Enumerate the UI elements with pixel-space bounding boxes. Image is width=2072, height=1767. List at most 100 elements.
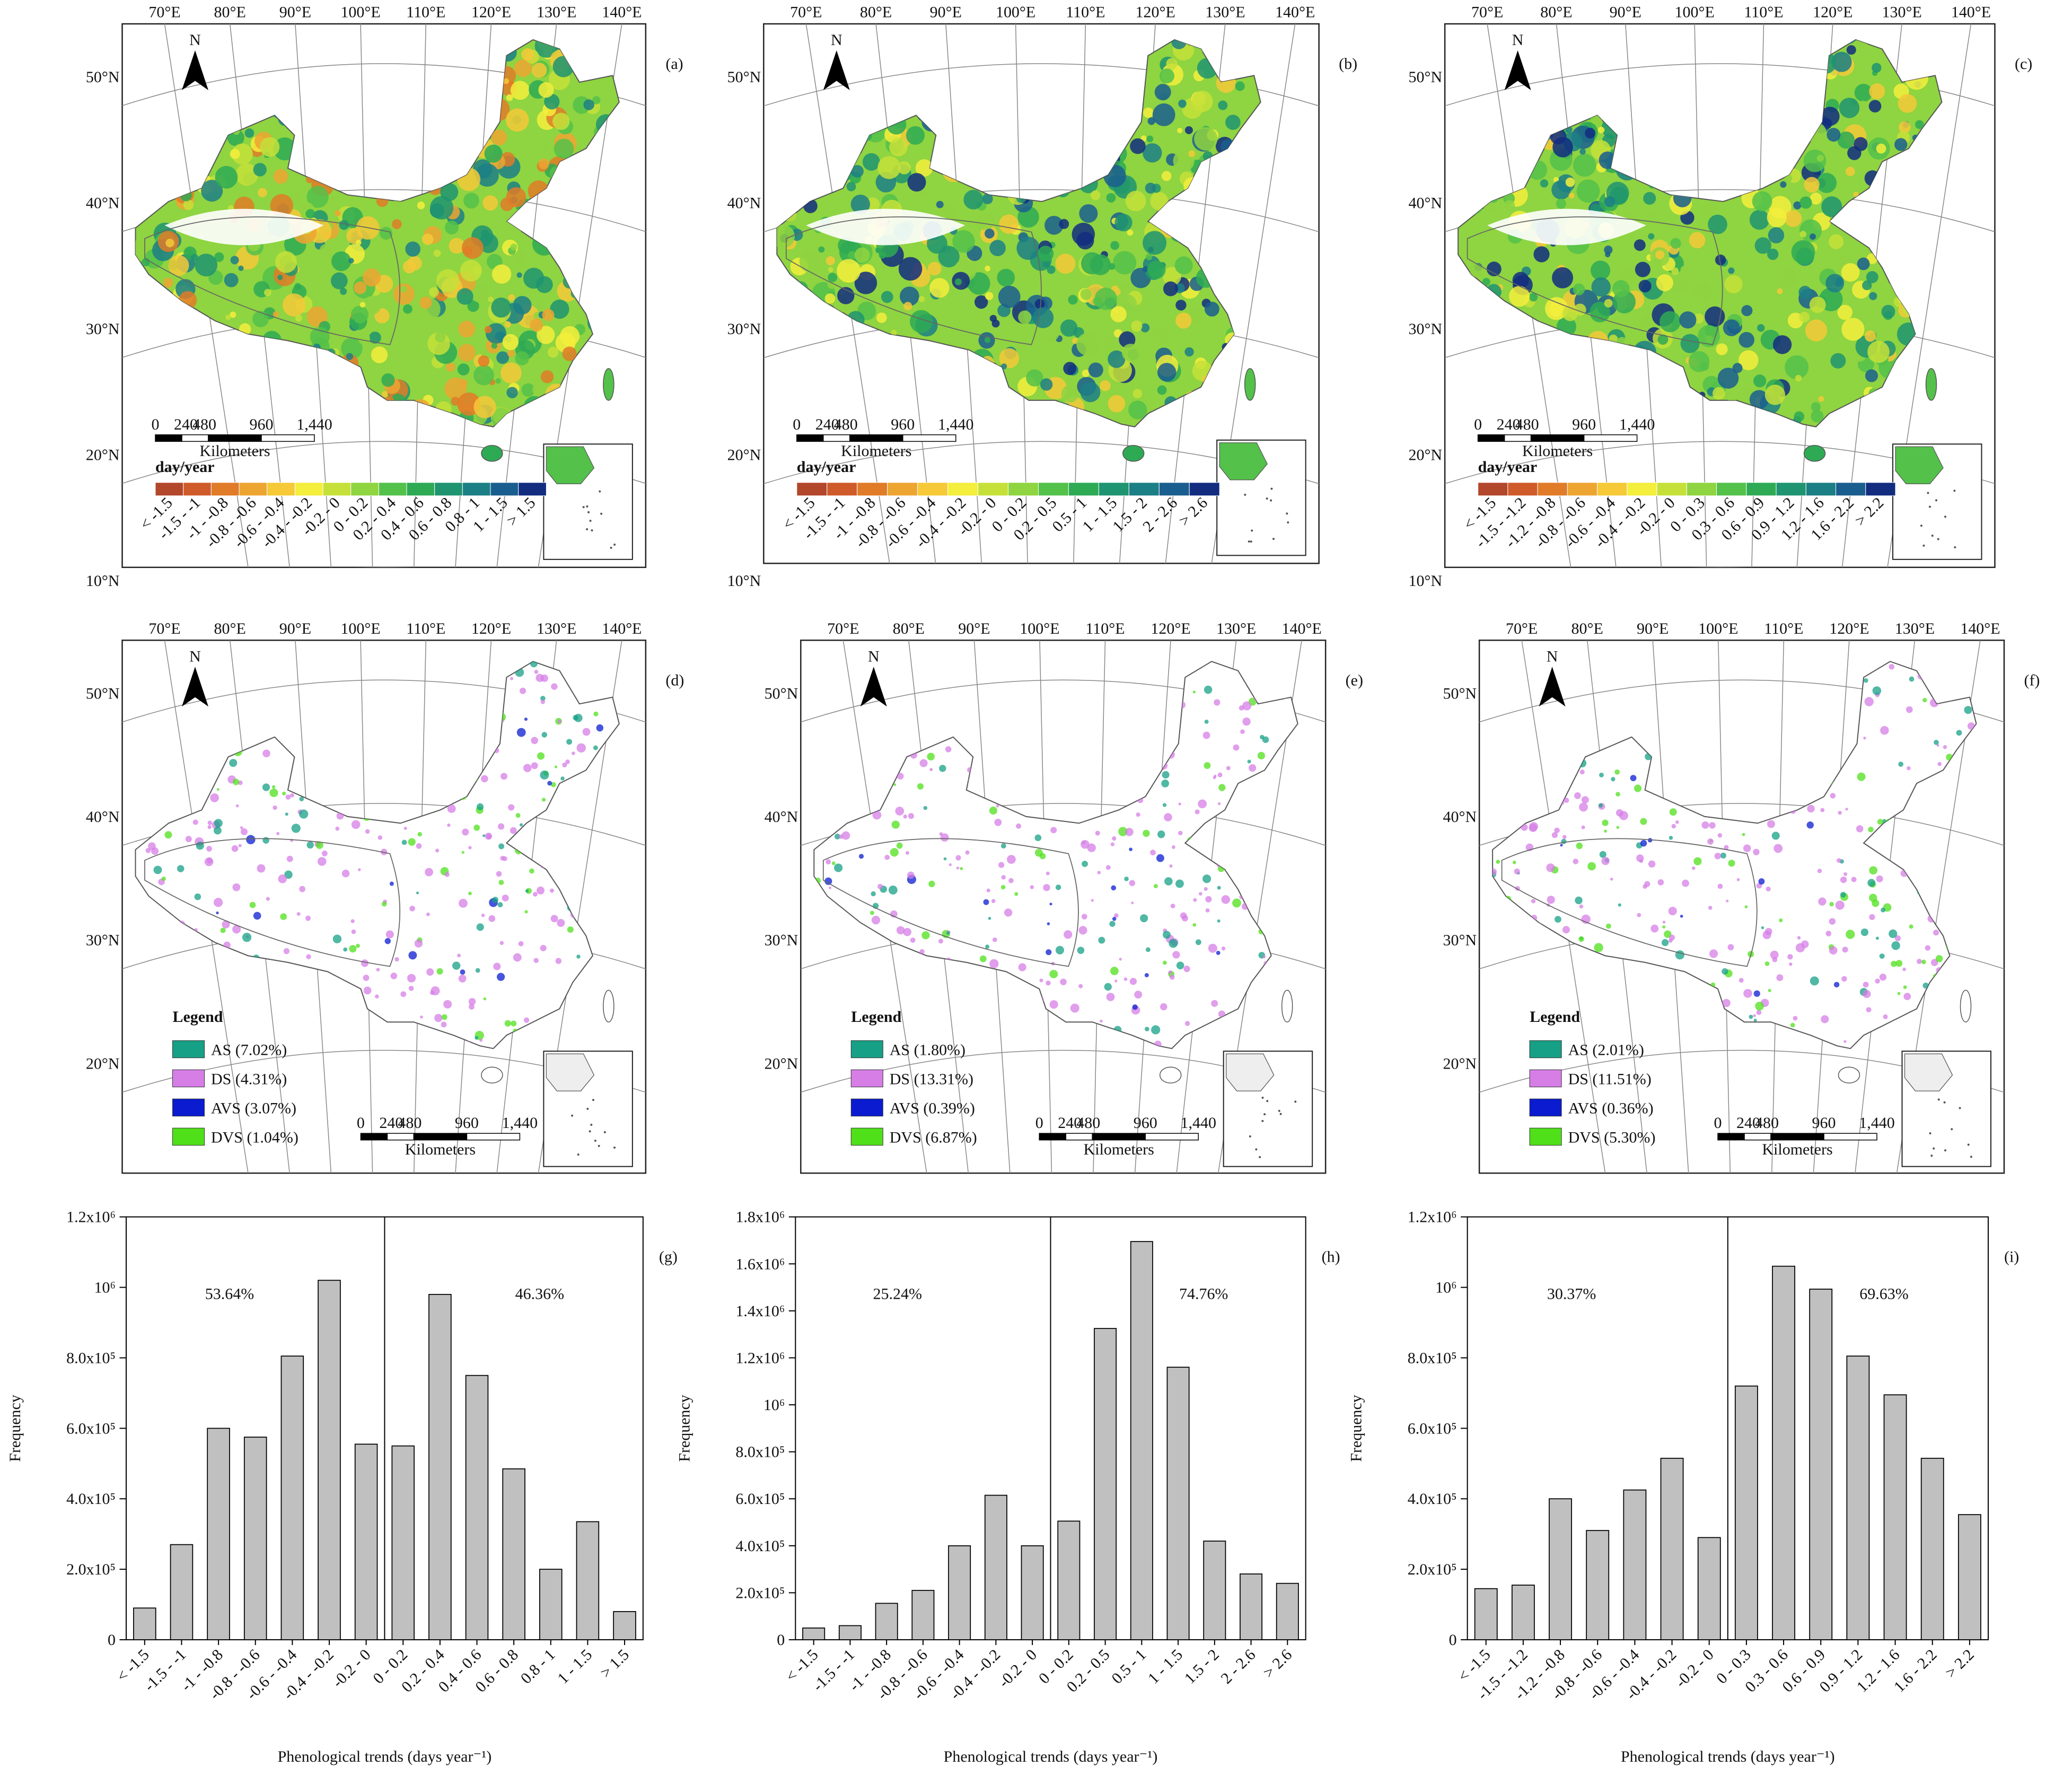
texture-dot xyxy=(1170,903,1175,908)
texture-dot xyxy=(1216,950,1221,955)
texture-dot xyxy=(1114,979,1118,983)
texture-blob xyxy=(1612,280,1630,298)
inset-island xyxy=(610,546,612,549)
texture-dot xyxy=(513,953,522,962)
texture-dot xyxy=(566,739,573,745)
texture-dot xyxy=(1881,907,1886,913)
texture-blob xyxy=(232,143,253,165)
texture-dot xyxy=(1156,854,1164,862)
texture-dot xyxy=(1512,860,1516,864)
texture-blob xyxy=(1106,193,1116,203)
texture-dot xyxy=(989,959,999,969)
north-label: N xyxy=(189,31,201,49)
texture-dot xyxy=(540,770,549,780)
inset-island xyxy=(1270,499,1272,502)
inset-island xyxy=(613,1146,616,1149)
texture-blob xyxy=(1154,84,1171,101)
texture-blob xyxy=(244,128,254,138)
texture-dot xyxy=(280,913,287,920)
lon-label: 120°E xyxy=(1829,620,1869,637)
texture-blob xyxy=(1864,330,1876,342)
texture-dot xyxy=(1693,857,1702,865)
texture-blob xyxy=(547,346,559,358)
texture-dot xyxy=(1547,896,1555,904)
texture-blob xyxy=(824,293,836,304)
texture-dot xyxy=(299,809,309,819)
texture-dot xyxy=(1575,896,1583,905)
texture-dot xyxy=(1836,858,1841,863)
texture-blob xyxy=(1825,274,1845,293)
texture-dot xyxy=(884,854,890,860)
texture-dot xyxy=(893,783,897,786)
texture-dot xyxy=(1162,771,1170,779)
legend-swatch xyxy=(267,482,295,496)
texture-blob xyxy=(436,269,460,292)
texture-dot xyxy=(1169,939,1178,948)
texture-dot xyxy=(306,841,314,849)
texture-dot xyxy=(262,783,270,791)
bar xyxy=(1057,1520,1081,1640)
lon-label: 70°E xyxy=(1506,620,1538,637)
texture-blob xyxy=(1872,63,1882,73)
texture-dot xyxy=(1198,891,1202,896)
texture-blob xyxy=(277,274,283,281)
texture-dot xyxy=(447,823,451,827)
texture-dot xyxy=(1922,697,1927,703)
y-tick-label: 4.0x10⁵ xyxy=(735,1537,785,1555)
texture-dot xyxy=(1810,976,1819,986)
texture-blob xyxy=(460,379,468,387)
texture-blob xyxy=(1218,100,1228,110)
texture-dot xyxy=(444,872,450,877)
texture-blob xyxy=(898,161,911,174)
texture-dot xyxy=(321,850,328,856)
lon-label: 130°E xyxy=(537,620,576,637)
texture-dot xyxy=(1742,833,1745,836)
panel-label: (d) xyxy=(665,671,684,689)
texture-dot xyxy=(956,867,960,870)
texture-blob xyxy=(1655,250,1665,259)
texture-dot xyxy=(1046,871,1050,876)
bar xyxy=(984,1494,1007,1640)
texture-dot xyxy=(1675,950,1685,960)
texture-dot xyxy=(1581,825,1585,829)
texture-dot xyxy=(498,880,504,885)
texture-blob xyxy=(1753,374,1767,388)
lat-label: 40°N xyxy=(86,194,120,212)
graticule-line xyxy=(109,567,659,614)
texture-dot xyxy=(1551,832,1558,838)
texture-dot xyxy=(1736,878,1740,881)
texture-blob xyxy=(898,257,923,281)
texture-dot xyxy=(955,855,961,861)
texture-dot xyxy=(1150,850,1156,855)
texture-dot xyxy=(482,834,486,837)
lat-label: 50°N xyxy=(86,68,120,86)
texture-dot xyxy=(1967,722,1975,730)
scale-label: 1,440 xyxy=(1180,1114,1216,1132)
texture-dot xyxy=(555,958,561,964)
texture-blob xyxy=(531,63,547,78)
legend-title: Legend xyxy=(172,1008,223,1026)
texture-dot xyxy=(567,926,574,933)
lon-label: 100°E xyxy=(1698,620,1738,637)
texture-blob xyxy=(1894,138,1908,151)
texture-dot xyxy=(426,912,430,916)
texture-dot xyxy=(1008,878,1014,884)
texture-blob xyxy=(295,314,302,322)
texture-dot xyxy=(285,794,291,800)
inset-island xyxy=(1967,1143,1970,1146)
texture-dot xyxy=(1161,780,1169,788)
texture-blob xyxy=(1841,318,1865,341)
texture-dot xyxy=(420,1015,423,1019)
legend-swatch xyxy=(183,482,212,496)
texture-dot xyxy=(520,687,526,694)
north-arrow xyxy=(823,50,850,90)
lon-label: 90°E xyxy=(279,620,311,637)
texture-dot xyxy=(1217,772,1223,777)
texture-blob xyxy=(876,312,887,323)
texture-blob xyxy=(1811,409,1824,423)
x-tick-label: 0.8 - 1 xyxy=(517,1646,559,1687)
texture-dot xyxy=(1598,803,1603,808)
texture-dot xyxy=(435,848,440,853)
texture-blob xyxy=(919,191,927,199)
